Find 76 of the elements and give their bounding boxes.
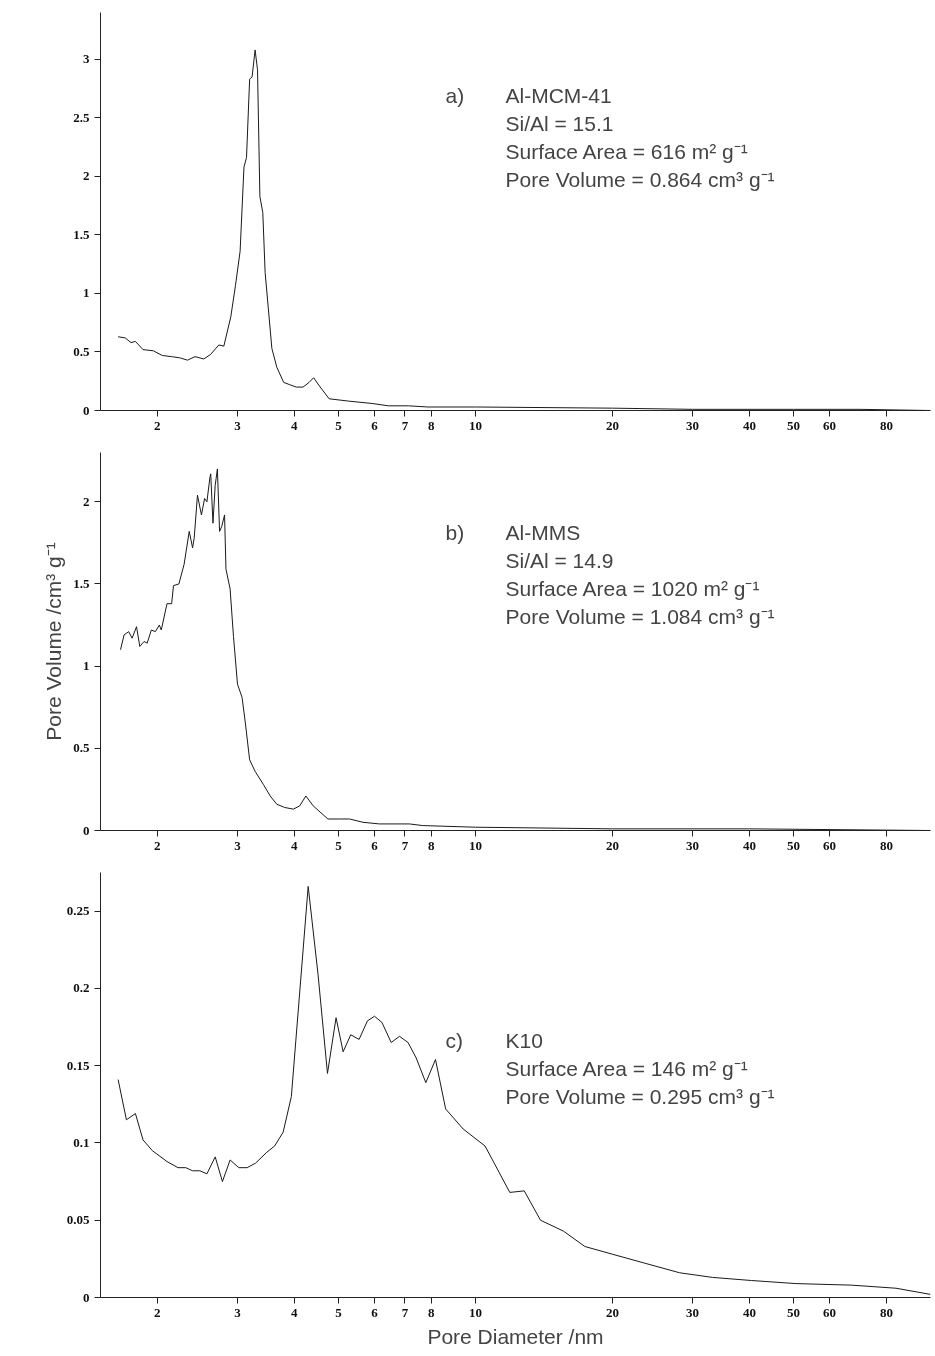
x-tick-label: 2	[154, 837, 161, 853]
x-tick-label: 50	[787, 417, 801, 433]
y-tick-label: 1	[83, 658, 90, 674]
x-tick-label: 3	[234, 837, 242, 853]
annotation: a)	[445, 84, 465, 108]
x-tick-label: 50	[787, 1304, 801, 1320]
x-tick-label: 20	[605, 1304, 619, 1320]
x-tick-label: 4	[291, 837, 299, 853]
y-tick-label: 1.5	[73, 226, 90, 242]
x-tick-label: 30	[686, 417, 700, 433]
x-tick-label: 5	[335, 1304, 343, 1320]
annotation: Al-MMS	[505, 520, 581, 544]
x-tick-label: 3	[234, 1304, 242, 1320]
x-tick-label: 7	[401, 837, 409, 853]
y-tick-label: 0.15	[66, 1057, 90, 1073]
y-tick-label: 0.05	[66, 1212, 90, 1228]
y-tick-label: 2	[83, 493, 90, 509]
x-tick-label: 4	[291, 1304, 299, 1320]
x-tick-label: 60	[823, 417, 837, 433]
x-axis-title: Pore Diameter /nm	[427, 1324, 604, 1348]
y-tick-label: 0.25	[66, 903, 90, 919]
x-tick-label: 40	[742, 417, 756, 433]
x-tick-label: 30	[686, 1304, 700, 1320]
x-tick-label: 2	[154, 1304, 161, 1320]
x-tick-label: 6	[371, 417, 379, 433]
x-tick-label: 40	[742, 1304, 756, 1320]
x-tick-label: 8	[428, 837, 436, 853]
x-tick-label: 30	[686, 837, 700, 853]
x-tick-label: 50	[787, 837, 801, 853]
x-tick-label: 20	[605, 837, 619, 853]
y-tick-label: 0.2	[73, 980, 90, 996]
annotation: Pore Volume = 0.295 cm³ g⁻¹	[505, 1084, 775, 1108]
x-tick-label: 60	[823, 837, 837, 853]
annotation: Surface Area = 146 m² g⁻¹	[505, 1056, 748, 1080]
x-tick-label: 8	[428, 1304, 436, 1320]
x-tick-label: 6	[371, 1304, 379, 1320]
annotation: Al-MCM-41	[505, 84, 612, 108]
x-tick-label: 20	[605, 417, 619, 433]
x-tick-label: 10	[468, 417, 482, 433]
annotation: Surface Area = 616 m² g⁻¹	[505, 140, 748, 164]
y-tick-label: 0.5	[73, 343, 90, 359]
x-tick-label: 40	[742, 837, 756, 853]
x-tick-label: 6	[371, 837, 379, 853]
y-tick-label: 1	[83, 285, 90, 301]
x-tick-label: 7	[401, 1304, 409, 1320]
annotation: Pore Volume = 1.084 cm³ g⁻¹	[505, 604, 775, 628]
annotation: K10	[505, 1028, 543, 1052]
y-tick-label: 0	[83, 402, 90, 418]
x-tick-label: 5	[335, 417, 343, 433]
x-tick-label: 5	[335, 837, 343, 853]
y-tick-label: 3	[83, 51, 90, 67]
x-tick-label: 3	[234, 417, 242, 433]
y-tick-label: 2	[83, 168, 90, 184]
y-tick-label: 0	[83, 822, 90, 838]
annotation: Si/Al = 15.1	[505, 112, 614, 136]
x-tick-label: 4	[291, 417, 299, 433]
y-tick-label: 0	[83, 1289, 90, 1305]
y-tick-label: 0.1	[73, 1134, 90, 1150]
x-tick-label: 10	[468, 837, 482, 853]
x-tick-label: 80	[879, 1304, 893, 1320]
y-tick-label: 1.5	[73, 575, 90, 591]
x-tick-label: 8	[428, 417, 436, 433]
annotation: Surface Area = 1020 m² g⁻¹	[505, 576, 760, 600]
y-tick-label: 2.5	[73, 109, 90, 125]
x-tick-label: 80	[879, 417, 893, 433]
x-tick-label: 7	[401, 417, 409, 433]
y-axis-title: Pore Volume /cm³ g⁻¹	[42, 542, 66, 741]
x-tick-label: 60	[823, 1304, 837, 1320]
x-tick-label: 80	[879, 837, 893, 853]
annotation: c)	[445, 1028, 463, 1052]
x-tick-label: 2	[154, 417, 161, 433]
x-tick-label: 10	[468, 1304, 482, 1320]
annotation: Pore Volume = 0.864 cm³ g⁻¹	[505, 168, 775, 192]
y-tick-label: 0.5	[73, 740, 90, 756]
annotation: Si/Al = 14.9	[505, 548, 614, 572]
annotation: b)	[445, 520, 465, 544]
